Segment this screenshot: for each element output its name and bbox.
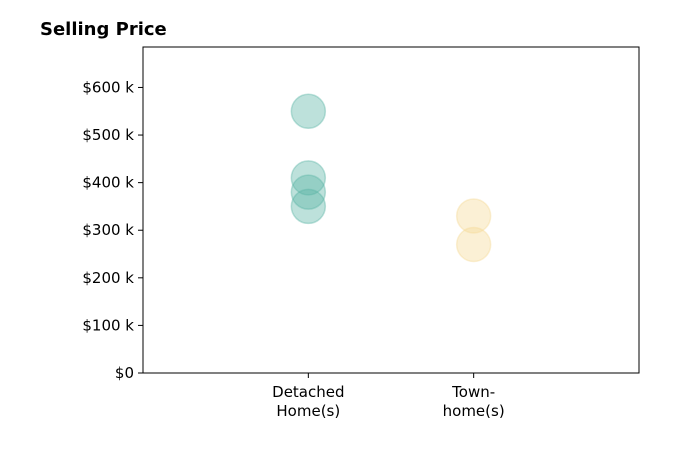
- data-point: [290, 188, 327, 225]
- y-tick-label: $0: [115, 364, 134, 382]
- x-tick-label: Town-home(s): [443, 383, 505, 420]
- data-point: [290, 160, 327, 196]
- y-tick-label: $100 k: [82, 316, 134, 334]
- y-tick-label: $200 k: [82, 269, 134, 287]
- data-point: [455, 198, 492, 234]
- y-tick-label: $500 k: [82, 126, 134, 144]
- y-axis: $0 $100 k $200 k $300 k $400 k $500 k $600 k: [82, 78, 143, 382]
- x-tick-label: Detached Home(s): [272, 383, 344, 420]
- data-point: [290, 93, 327, 129]
- y-tick-label: $300 k: [82, 221, 134, 239]
- x-axis: Detached Home(s) Town-home(s): [272, 373, 505, 420]
- data-point: [455, 226, 492, 263]
- plot-points: [290, 93, 492, 263]
- y-tick-label: $400 k: [82, 174, 134, 192]
- chart-title: Selling Price: [40, 19, 167, 40]
- plot-area-frame: [142, 46, 640, 374]
- data-point: [290, 174, 327, 210]
- y-tick-label: $600 k: [82, 78, 134, 96]
